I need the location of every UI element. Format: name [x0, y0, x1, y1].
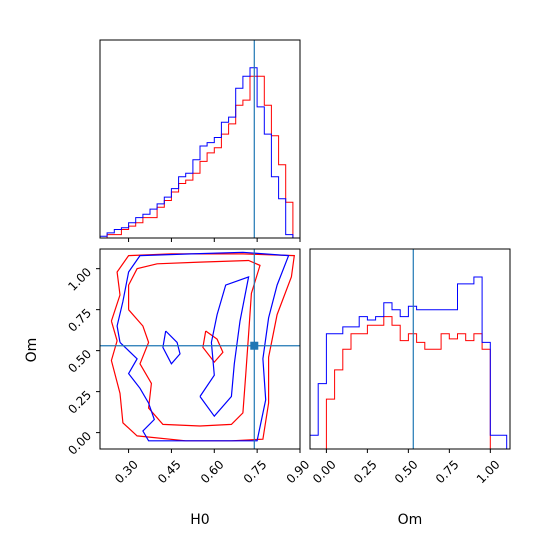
contour-xtick-label: 0.75: [241, 457, 270, 486]
contour-ytick-label: 0.50: [65, 347, 94, 376]
om-hist-red-series: [310, 316, 507, 449]
contour-ytick-label: 1.00: [65, 265, 94, 294]
h0-hist-series-group: [100, 67, 300, 238]
contour-ytick-label: 0.75: [65, 306, 94, 335]
om-hist-series-group: [310, 276, 508, 449]
contour-series-group: [110, 251, 295, 442]
contour-frame: [99, 248, 301, 450]
om-hist-blue-series: [310, 276, 508, 449]
om-hist-xtick-label: 0.75: [433, 457, 462, 486]
om-hist-xtick-label: 0.50: [392, 457, 421, 486]
h0-axis-label: H0: [190, 512, 209, 528]
contour-blue-level-2: [199, 275, 250, 418]
om-hist-frame: [309, 248, 511, 450]
om-axis-label: Om: [398, 512, 423, 528]
contour-xtick-label: 0.90: [284, 457, 313, 486]
contour-ytick-label: 0.00: [65, 429, 94, 458]
contour-ytick-label: 0.25: [65, 388, 94, 417]
contour-xtick-label: 0.60: [198, 457, 227, 486]
contour-blue-level-3: [162, 330, 181, 365]
h0-hist-frame: [99, 39, 301, 239]
om-y-axis-label: Om: [24, 338, 40, 363]
h0-histogram-panel: [99, 39, 301, 242]
h0-hist-blue-series: [100, 67, 300, 238]
om-hist-xtick-label: 0.25: [351, 457, 380, 486]
om-histogram-panel: 0.00 0.25 0.50 0.75 1.00: [309, 248, 511, 486]
h0-om-contour-panel: 0.30 0.45 0.60 0.75 0.90 0.00 0.25 0.50 0.75 1.00: [65, 248, 313, 486]
contour-xtick-label: 0.30: [112, 457, 141, 486]
h0-hist-red-series: [100, 75, 300, 238]
om-hist-xtick-label: 1.00: [474, 457, 503, 486]
contour-red-level-2: [110, 253, 295, 442]
contour-truth-marker: [250, 341, 259, 350]
contour-red-level-3: [202, 330, 224, 364]
om-hist-xtick-label: 0.00: [310, 457, 339, 486]
contour-blue-level-1: [116, 251, 290, 442]
contour-red-level-1: [128, 259, 261, 427]
contour-xtick-label: 0.45: [155, 457, 184, 486]
